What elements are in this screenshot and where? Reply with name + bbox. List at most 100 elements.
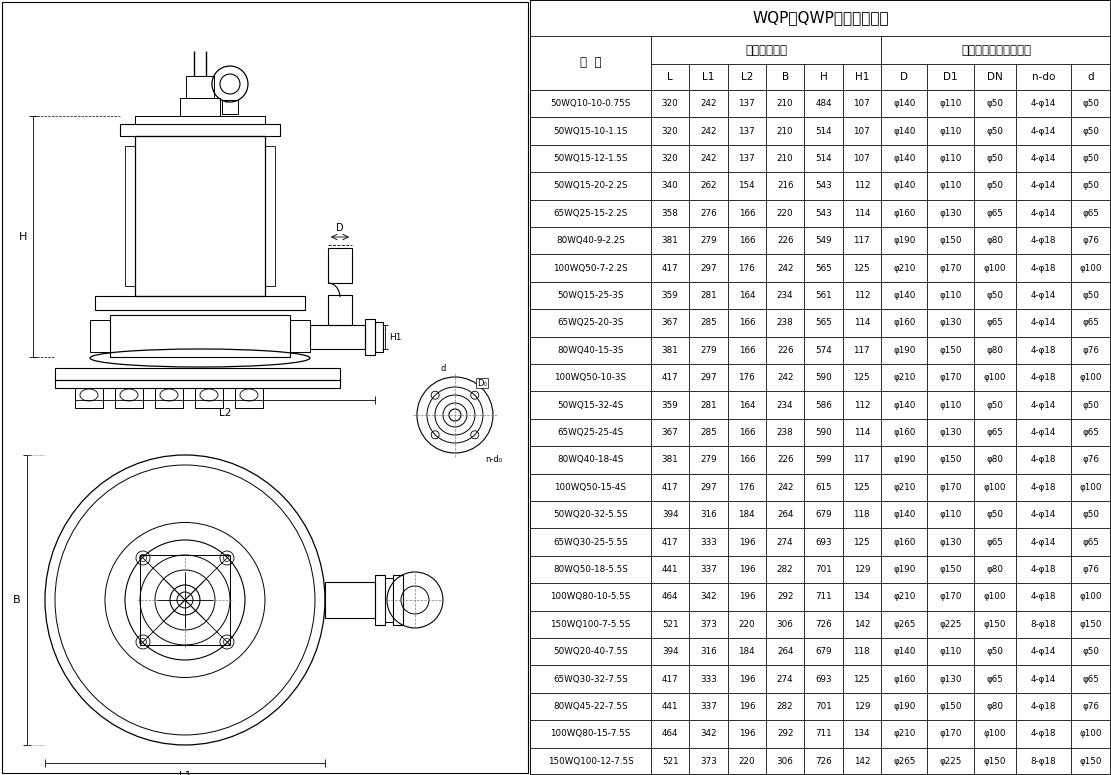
Bar [881,418,928,446]
Bar [974,282,1017,309]
Text: 367: 367 [662,428,679,437]
Text: 264: 264 [777,647,793,656]
Bar [728,364,765,391]
Text: φ50: φ50 [1082,99,1099,109]
Bar [728,145,765,172]
Text: 112: 112 [853,291,870,300]
Bar [530,391,651,418]
Text: 316: 316 [700,647,717,656]
Bar [651,364,689,391]
Text: 4-φ18: 4-φ18 [1031,374,1057,382]
Text: 164: 164 [739,401,755,410]
Text: 196: 196 [739,565,755,574]
Bar [328,248,352,283]
Bar [530,720,651,748]
Bar [928,64,974,90]
Text: 306: 306 [777,620,793,629]
Text: 340: 340 [662,181,679,191]
Text: 359: 359 [662,401,679,410]
Bar [881,611,928,638]
Text: φ76: φ76 [1082,236,1099,245]
Text: 242: 242 [700,154,717,163]
Bar [881,666,928,693]
Text: 125: 125 [853,374,870,382]
Bar [689,638,728,666]
Text: 274: 274 [777,538,793,546]
Bar [651,36,881,64]
Bar [1017,748,1071,775]
Text: φ150: φ150 [940,346,962,355]
Bar [842,200,881,227]
Text: 417: 417 [662,674,679,684]
Bar [186,76,214,98]
Bar [881,254,928,282]
Text: 137: 137 [739,154,755,163]
Bar [928,748,974,775]
Bar [651,446,689,474]
Text: φ65: φ65 [1082,674,1099,684]
Text: L: L [668,72,673,82]
Bar [90,320,110,352]
Text: φ65: φ65 [987,538,1003,546]
Bar [974,446,1017,474]
Text: φ140: φ140 [893,181,915,191]
Text: φ150: φ150 [983,620,1007,629]
Text: H1: H1 [854,72,869,82]
Text: 337: 337 [700,565,717,574]
Bar [881,364,928,391]
Bar [765,720,804,748]
Bar [728,391,765,418]
Text: φ100: φ100 [1080,374,1102,382]
Bar [180,98,220,116]
Text: 342: 342 [700,729,717,739]
Bar [651,172,689,200]
Bar [765,418,804,446]
Text: 220: 220 [739,757,755,766]
Text: 285: 285 [700,319,717,327]
Text: φ100: φ100 [983,483,1007,492]
Text: φ100: φ100 [1080,483,1102,492]
Bar [689,529,728,556]
Bar [651,282,689,309]
Bar [94,296,304,310]
Text: 114: 114 [853,428,870,437]
Bar [928,200,974,227]
Bar [881,556,928,584]
Bar [842,638,881,666]
Text: φ265: φ265 [893,620,915,629]
Bar [651,584,689,611]
Bar [530,446,651,474]
Bar [728,90,765,117]
Bar [1017,418,1071,446]
Text: φ210: φ210 [893,483,915,492]
Bar [530,638,651,666]
Bar [728,501,765,529]
Text: φ150: φ150 [1080,757,1102,766]
Bar [728,254,765,282]
Text: 514: 514 [815,126,832,136]
Bar [728,693,765,720]
Bar [928,254,974,282]
Bar [765,145,804,172]
Text: φ210: φ210 [893,592,915,601]
Bar [530,145,651,172]
Text: 320: 320 [662,126,679,136]
Text: φ76: φ76 [1082,565,1099,574]
Text: 65WQ30-25-5.5S: 65WQ30-25-5.5S [553,538,628,546]
Bar [651,638,689,666]
Text: φ130: φ130 [940,208,962,218]
Text: 242: 242 [777,483,793,492]
Bar [236,388,263,408]
Text: 型  号: 型 号 [580,57,601,70]
Bar [154,388,183,408]
Bar [530,611,651,638]
Text: φ225: φ225 [940,757,962,766]
Text: 264: 264 [777,510,793,519]
Bar [881,309,928,336]
Text: 166: 166 [739,208,755,218]
Text: 4-φ14: 4-φ14 [1031,208,1057,218]
Text: φ170: φ170 [940,483,962,492]
Text: 367: 367 [662,319,679,327]
Text: 4-φ18: 4-φ18 [1031,483,1057,492]
Text: 100WQ50-7-2.2S: 100WQ50-7-2.2S [553,264,628,273]
